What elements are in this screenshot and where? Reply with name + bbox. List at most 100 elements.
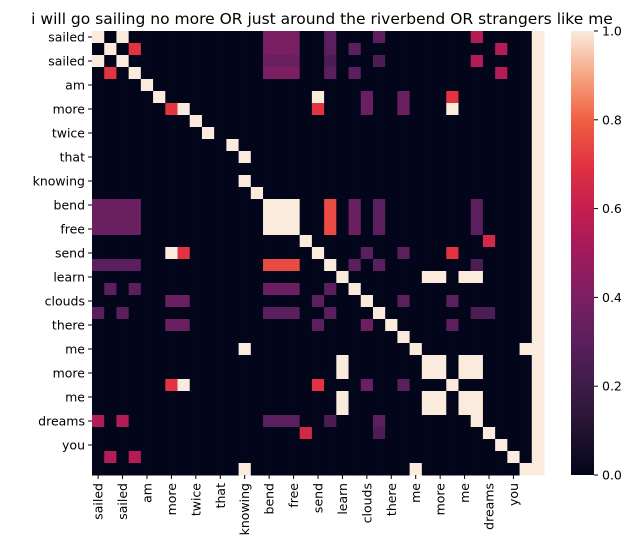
heatmap-cell [116, 151, 130, 164]
y-tick-label: more [53, 102, 86, 117]
heatmap-cell [446, 403, 459, 416]
heatmap-cell [263, 403, 276, 416]
heatmap-cell [311, 439, 325, 452]
heatmap-cell [434, 55, 447, 68]
heatmap-cell [434, 187, 447, 200]
heatmap-cell [128, 283, 142, 296]
heatmap-cell [470, 235, 484, 248]
heatmap-cell [360, 247, 374, 260]
heatmap-cell [446, 463, 459, 476]
heatmap-cell [385, 307, 398, 320]
heatmap-cell [458, 259, 472, 272]
heatmap-cell [275, 355, 288, 368]
heatmap-cell [214, 235, 227, 248]
heatmap-cell [201, 247, 215, 260]
heatmap-cell [482, 43, 496, 56]
heatmap-cell [360, 379, 374, 392]
heatmap-cell [177, 211, 191, 224]
heatmap-cell [434, 235, 447, 248]
heatmap-cell [226, 139, 240, 152]
heatmap-cell [116, 187, 130, 200]
heatmap-cell [372, 223, 386, 236]
heatmap-cell [201, 103, 215, 116]
heatmap-cell [177, 391, 191, 404]
heatmap-cell [201, 259, 215, 272]
heatmap-cell [299, 463, 313, 476]
heatmap-cell [140, 235, 154, 248]
heatmap-cell [250, 199, 264, 212]
heatmap-cell [519, 91, 533, 104]
heatmap-cell [287, 295, 301, 308]
heatmap-cell [421, 343, 435, 356]
heatmap-cell [128, 199, 142, 212]
heatmap-cell [470, 139, 484, 152]
heatmap-cell [397, 295, 411, 308]
heatmap-cell [397, 223, 411, 236]
heatmap-cell [482, 127, 496, 140]
heatmap-cell [165, 331, 179, 344]
heatmap-cell [214, 223, 227, 236]
heatmap-cell [299, 55, 313, 68]
heatmap-cell [128, 307, 142, 320]
heatmap-cell [275, 67, 288, 80]
y-tick-label: twice [52, 126, 85, 141]
heatmap-cell [434, 151, 447, 164]
heatmap-cell [214, 31, 227, 44]
heatmap-cell [238, 235, 252, 248]
heatmap-cell [92, 307, 105, 320]
heatmap-cell [177, 343, 191, 356]
heatmap-cell [507, 31, 521, 44]
heatmap-cell [128, 415, 142, 428]
heatmap-cell [360, 403, 374, 416]
heatmap-cell [372, 55, 386, 68]
heatmap-cell [238, 187, 252, 200]
heatmap-cell [507, 79, 521, 92]
heatmap-cell [238, 79, 252, 92]
heatmap-cell [128, 43, 142, 56]
y-tick-label: that [60, 150, 85, 165]
heatmap-cell [128, 391, 142, 404]
heatmap-cell [128, 163, 142, 176]
heatmap-cell [470, 403, 484, 416]
heatmap-cell [275, 427, 288, 440]
heatmap-cell [189, 91, 203, 104]
heatmap-cell [470, 319, 484, 332]
heatmap-cell [299, 415, 313, 428]
heatmap-cell [336, 307, 350, 320]
heatmap-cell [360, 355, 374, 368]
heatmap-cell [409, 271, 423, 284]
heatmap-cell [140, 307, 154, 320]
heatmap-cell [348, 391, 362, 404]
heatmap-cell [116, 223, 130, 236]
heatmap-cell [311, 187, 325, 200]
heatmap-cell [153, 403, 166, 416]
heatmap-cell [263, 187, 276, 200]
heatmap-cell [153, 115, 166, 128]
heatmap-cell [482, 175, 496, 188]
heatmap-cell [495, 43, 508, 56]
heatmap-cell [311, 295, 325, 308]
heatmap-cell [495, 187, 508, 200]
heatmap-cell [434, 379, 447, 392]
heatmap-cell [128, 103, 142, 116]
heatmap-cell [299, 391, 313, 404]
heatmap-cell [250, 463, 264, 476]
heatmap-cell [238, 31, 252, 44]
heatmap-cell [189, 283, 203, 296]
heatmap-cell [165, 175, 179, 188]
heatmap-cell [519, 199, 533, 212]
heatmap-cell [153, 343, 166, 356]
heatmap-cell [385, 235, 398, 248]
heatmap-cell [250, 271, 264, 284]
heatmap-cell [421, 55, 435, 68]
heatmap-cell [201, 151, 215, 164]
heatmap-cell [201, 283, 215, 296]
heatmap-cell [238, 307, 252, 320]
heatmap-cell [360, 43, 374, 56]
heatmap-cell [116, 43, 130, 56]
heatmap-cell [324, 187, 337, 200]
chart-title: i will go sailing no more OR just around… [31, 10, 613, 28]
heatmap-cell [299, 175, 313, 188]
heatmap-cell [263, 235, 276, 248]
heatmap-cell [92, 151, 105, 164]
